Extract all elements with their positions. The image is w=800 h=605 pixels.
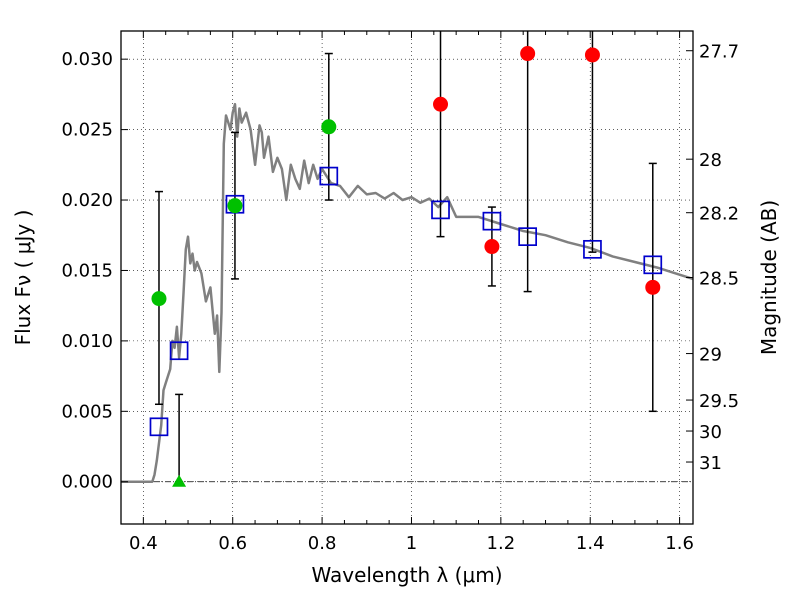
x-tick-label: 1.4: [576, 533, 605, 554]
circle-marker: [520, 46, 536, 62]
y2-axis-label: Magnitude (AB): [757, 200, 781, 355]
x-tick-label: 0.6: [218, 533, 247, 554]
y-tick-label: 0.025: [61, 120, 113, 141]
y2-tick-label: 27.7: [699, 42, 739, 63]
spectrum-group: [121, 102, 694, 483]
y-tick-label: 0.000: [61, 472, 113, 493]
square-marker: [643, 255, 663, 275]
x-tick-label: 0.8: [308, 533, 337, 554]
y-tick-label: 0.015: [61, 260, 113, 281]
y2-tick-label: 30: [699, 422, 722, 443]
circle-marker: [151, 291, 167, 307]
circle-marker: [484, 239, 500, 255]
x-tick-label: 1.6: [665, 533, 694, 554]
circle-marker: [645, 279, 661, 295]
x-tick-label: 1.2: [487, 533, 516, 554]
square-marker: [149, 417, 169, 437]
markers-group: [149, 46, 663, 487]
y-tick-label: 0.020: [61, 190, 113, 211]
y-tick-label: 0.010: [61, 331, 113, 352]
y2-tick-label: 29: [699, 345, 722, 366]
y-tick-label: 0.030: [61, 49, 113, 70]
y2-tick-label: 28.2: [699, 204, 739, 225]
y2-tick-label: 31: [699, 453, 722, 474]
x-tick-label: 1: [406, 533, 417, 554]
circle-marker: [227, 198, 243, 214]
circle-marker: [433, 96, 449, 112]
square-marker: [518, 227, 538, 247]
y-tick-label: 0.005: [61, 401, 113, 422]
y2-tick-label: 28: [699, 150, 722, 171]
x-tick-label: 0.4: [129, 533, 158, 554]
ticks-group: 0.4 0.6 0.8 1 1.2 1.4 1.6 0.000 0.005 0.010 0.015 0…: [61, 31, 739, 554]
triangle-marker: [172, 474, 187, 487]
template-spectrum-line: [121, 102, 694, 483]
square-marker: [319, 166, 339, 186]
circle-marker: [584, 47, 600, 63]
circle-marker: [321, 119, 337, 135]
x-axis-label: Wavelength λ (μm): [311, 563, 502, 587]
square-marker: [169, 341, 189, 361]
y2-tick-label: 29.5: [699, 391, 739, 412]
y-axis-label: Flux Fν ( μJy ): [11, 210, 35, 346]
square-marker: [482, 211, 502, 231]
square-marker: [431, 200, 450, 220]
y2-tick-label: 28.5: [699, 269, 739, 290]
square-marker: [583, 239, 602, 259]
